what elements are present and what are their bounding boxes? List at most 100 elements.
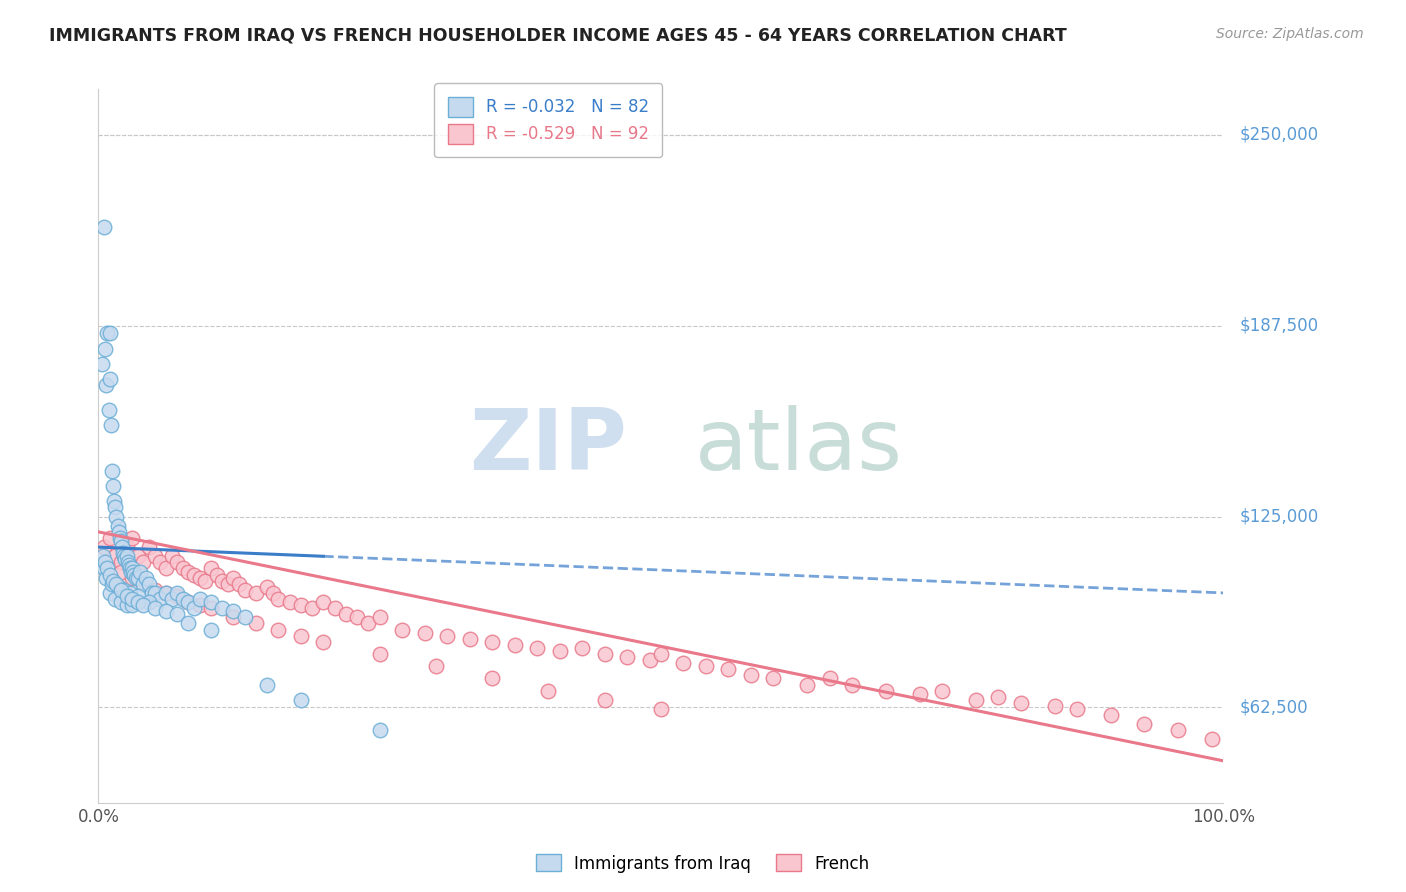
Point [537,683,560,698]
Point [177,595,200,609]
Point [155,561,177,575]
Point [818,672,841,686]
Point [104,592,127,607]
Point [143,601,166,615]
Text: $125,000: $125,000 [1240,508,1319,525]
Point [110,555,132,569]
Point [638,653,661,667]
Point [101,464,124,478]
Point [262,586,284,600]
Point [100,417,122,432]
Point [121,598,143,612]
Point [155,586,177,600]
Point [166,589,188,603]
Text: $250,000: $250,000 [1240,126,1319,144]
Point [97,402,120,417]
Point [740,668,762,682]
Point [323,601,346,615]
Point [290,598,312,612]
Point [228,576,250,591]
Point [93,219,115,234]
Point [141,586,163,600]
Point [503,638,526,652]
Point [290,629,312,643]
Point [107,524,129,539]
Point [188,598,211,612]
Point [155,586,177,600]
Point [211,574,233,588]
Point [188,571,211,585]
Point [93,561,115,575]
Point [256,677,278,691]
Point [101,574,124,588]
Point [129,565,152,579]
Point [312,634,335,648]
Point [526,640,548,655]
Point [571,640,593,655]
Point [121,571,143,585]
Point [908,687,931,701]
Point [94,342,117,356]
Point [650,702,672,716]
Point [357,616,380,631]
Point [717,662,740,676]
Point [98,586,121,600]
Point [166,555,188,569]
Point [110,595,132,609]
Point [548,644,571,658]
Point [138,540,160,554]
Point [98,531,121,545]
Point [290,692,312,706]
Point [200,601,222,615]
Point [111,540,134,554]
Point [160,549,183,564]
Point [93,540,115,554]
Legend: Immigrants from Iraq, French: Immigrants from Iraq, French [530,847,876,880]
Point [425,659,447,673]
Point [149,555,172,569]
Point [110,534,132,549]
Point [875,683,897,698]
Point [200,623,222,637]
Point [177,595,200,609]
Point [91,549,114,564]
Point [301,601,323,615]
Point [593,692,616,706]
Point [436,629,458,643]
Point [194,574,217,588]
Point [98,372,121,386]
Point [200,595,222,609]
Point [481,634,503,648]
Point [217,576,239,591]
Point [200,561,222,575]
Point [267,592,290,607]
Point [172,561,194,575]
Point [90,357,112,371]
Point [96,561,118,575]
Point [127,595,149,609]
Point [650,647,672,661]
Point [132,555,155,569]
Point [481,672,503,686]
Point [143,549,166,564]
Point [183,601,205,615]
Point [114,552,136,566]
Point [104,500,127,515]
Point [110,565,132,579]
Point [124,567,146,582]
Point [132,576,155,591]
Point [115,540,138,554]
Point [107,518,129,533]
Point [118,558,141,573]
Point [222,571,245,585]
Point [1043,698,1066,713]
Text: Source: ZipAtlas.com: Source: ZipAtlas.com [1216,27,1364,41]
Point [335,607,357,622]
Text: $187,500: $187,500 [1240,317,1319,334]
Point [695,659,717,673]
Point [931,683,953,698]
Point [108,531,131,545]
Point [1066,702,1088,716]
Point [115,589,138,603]
Point [166,607,188,622]
